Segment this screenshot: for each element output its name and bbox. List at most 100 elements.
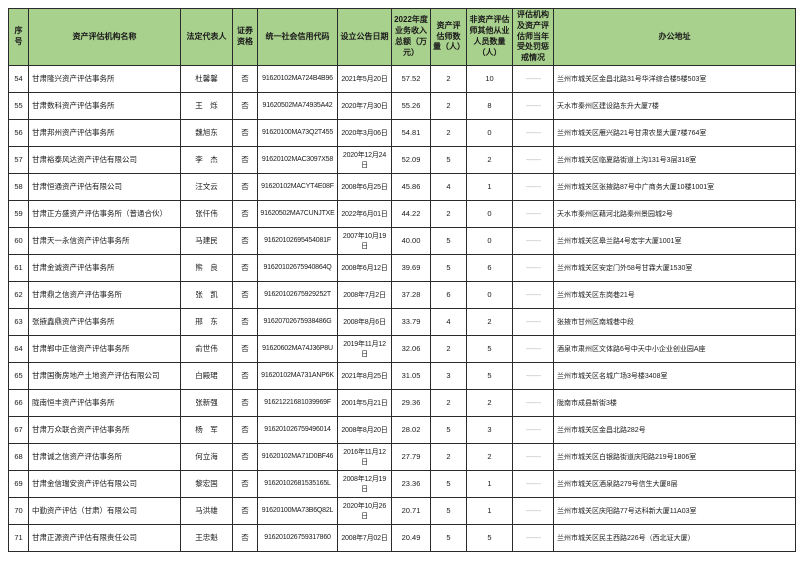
table-header: 序号 资产评估机构名称 法定代表人 证券资格 统一社会信用代码 设立公告日期 2…	[8, 8, 796, 66]
cell-legal-rep: 马建民	[180, 226, 233, 255]
cell-income: 54.81	[391, 118, 431, 147]
cell-legal-rep: 熊 良	[180, 253, 233, 282]
cell-no: 69	[8, 469, 29, 498]
cell-legal-rep: 白殿珺	[180, 361, 233, 390]
cell-name: 甘肃金信瑞安资产评估有限公司	[28, 469, 181, 498]
cell-income: 31.05	[391, 361, 431, 390]
cell-dash: ——	[512, 91, 554, 120]
table-row: 67 甘肃万众联合资产评估事务所杨 军否 916201026759496014 200…	[8, 415, 796, 444]
cell-no: 71	[8, 523, 29, 552]
cell-income: 52.09	[391, 145, 431, 174]
cell-no: 70	[8, 496, 29, 525]
cell-name: 甘肃恒通资产评估有限公司	[28, 172, 181, 201]
cell-dash: ——	[512, 334, 554, 363]
col-header-credit-code: 统一社会信用代码	[257, 8, 338, 66]
table-row: 55 甘肃数科资产评估事务所王 烁否 91620502MA74935A42 2020年…	[8, 91, 796, 120]
table-row: 57 甘肃裕泰风达资产评估有限公司李 杰否 91620102MAC3097X58 20…	[8, 145, 796, 174]
col-header-org-name: 资产评估机构名称	[28, 8, 181, 66]
cell-income: 45.86	[391, 172, 431, 201]
cell-income: 44.22	[391, 199, 431, 228]
cell-securities: 否	[232, 442, 258, 471]
table-row: 68 甘肃诚之信资产评估事务所 何立海否 91620102MA71D0BF46 2016…	[8, 442, 796, 471]
cell-date: 2020年10月26日	[337, 496, 392, 525]
cell-appraisers: 5	[430, 145, 467, 174]
cell-appraisers: 2	[430, 118, 467, 147]
cell-date: 2001年5月21日	[337, 388, 392, 417]
cell-code: 91620702675938486G	[257, 307, 338, 336]
cell-dash: ——	[512, 442, 554, 471]
cell-securities: 否	[232, 334, 258, 363]
col-header-punishment: 评估机构及资产评估师当年受处罚惩戒情况	[512, 8, 554, 66]
cell-appraisers: 4	[430, 172, 467, 201]
table-row: 58 甘肃恒通资产评估有限公司 汪文云否 91620102MACYT4E08F 2008…	[8, 172, 796, 201]
cell-securities: 否	[232, 280, 258, 309]
cell-addr: 兰州市城关区张掖路87号中广商务大厦10楼1001室	[553, 172, 796, 201]
cell-code: 916201026759317860	[257, 523, 338, 552]
cell-securities: 否	[232, 388, 258, 417]
cell-addr: 张掖市甘州区南城巷中段	[553, 307, 796, 336]
cell-income: 20.49	[391, 523, 431, 552]
cell-securities: 否	[232, 118, 258, 147]
cell-dash: ——	[512, 388, 554, 417]
cell-code: 91621221681039969F	[257, 388, 338, 417]
cell-no: 68	[8, 442, 29, 471]
cell-appraisers: 2	[430, 334, 467, 363]
cell-income: 28.02	[391, 415, 431, 444]
cell-other-staff: 5	[466, 361, 513, 390]
cell-name: 中勤资产评估（甘肃）有限公司	[28, 496, 181, 525]
cell-date: 2008年12月19日	[337, 469, 392, 498]
cell-securities: 否	[232, 523, 258, 552]
cell-legal-rep: 张新强	[180, 388, 233, 417]
cell-addr: 天水市秦州区藉河北路秦州景园城2号	[553, 199, 796, 228]
cell-no: 54	[8, 64, 29, 93]
cell-income: 37.28	[391, 280, 431, 309]
cell-code: 91620100MA73B6Q82L	[257, 496, 338, 525]
cell-addr: 兰州市城关区金昌北路31号华洋综合楼5楼503室	[553, 64, 796, 93]
table-row: 71 甘肃正源资产评估有限责任公司 王忠魁否 916201026759317860 20…	[8, 523, 796, 552]
cell-addr: 兰州市城关区庆阳路77号达科新大厦11A03室	[553, 496, 796, 525]
cell-code: 91620102681535165L	[257, 469, 338, 498]
cell-appraisers: 2	[430, 91, 467, 120]
cell-appraisers: 5	[430, 469, 467, 498]
cell-addr: 兰州市城关区雁兴路21号甘肃农垦大厦7楼764室	[553, 118, 796, 147]
cell-dash: ——	[512, 523, 554, 552]
col-header-address: 办公地址	[553, 8, 796, 66]
cell-securities: 否	[232, 253, 258, 282]
table-body: 54 甘肃隆兴资产评估事务所 杜馨馨否 91620102MA724B4B96 2021年…	[8, 64, 796, 552]
cell-date: 2008年8月20日	[337, 415, 392, 444]
cell-date: 2020年3月06日	[337, 118, 392, 147]
cell-no: 64	[8, 334, 29, 363]
cell-dash: ——	[512, 145, 554, 174]
cell-income: 57.52	[391, 64, 431, 93]
cell-code: 91620602MA74J36P8U	[257, 334, 338, 363]
cell-securities: 否	[232, 415, 258, 444]
table-row: 60 甘肃天一永信资产评估事务所 马建民否 91620102695454081F 200…	[8, 226, 796, 255]
cell-income: 40.00	[391, 226, 431, 255]
cell-income: 55.26	[391, 91, 431, 120]
cell-code: 91620102MA724B4B96	[257, 64, 338, 93]
cell-securities: 否	[232, 469, 258, 498]
cell-dash: ——	[512, 64, 554, 93]
cell-code: 91620100MA73Q2T455	[257, 118, 338, 147]
cell-date: 2021年5月20日	[337, 64, 392, 93]
cell-name: 甘肃隆兴资产评估事务所	[28, 64, 181, 93]
cell-no: 67	[8, 415, 29, 444]
col-header-other-staff: 非资产评估师其他从业人员数量（人）	[466, 8, 513, 66]
cell-dash: ——	[512, 280, 554, 309]
col-header-announce-date: 设立公告日期	[337, 8, 392, 66]
cell-appraisers: 2	[430, 442, 467, 471]
cell-date: 2019年11月12日	[337, 334, 392, 363]
cell-legal-rep: 马洪雄	[180, 496, 233, 525]
cell-no: 59	[8, 199, 29, 228]
cell-other-staff: 3	[466, 415, 513, 444]
cell-no: 55	[8, 91, 29, 120]
cell-dash: ——	[512, 496, 554, 525]
cell-name: 甘肃诚之信资产评估事务所	[28, 442, 181, 471]
cell-date: 2008年7月02日	[337, 523, 392, 552]
cell-date: 2008年7月2日	[337, 280, 392, 309]
cell-addr: 兰州市城关区临夏路街道上沟131号3层318室	[553, 145, 796, 174]
cell-appraisers: 5	[430, 523, 467, 552]
cell-code: 91620502MA7CUNJTXE	[257, 199, 338, 228]
cell-no: 63	[8, 307, 29, 336]
cell-code: 91620102MAC3097X58	[257, 145, 338, 174]
